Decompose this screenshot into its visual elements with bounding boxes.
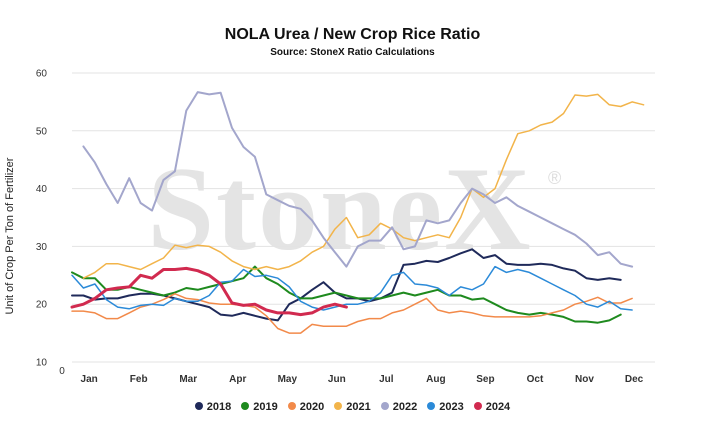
legend-marker-icon [241,402,250,410]
legend-marker-icon [427,402,436,410]
legend-marker-icon [380,402,389,410]
legend-item-2024[interactable]: 2024 [473,401,511,413]
y-tick-label: 10 [36,358,48,369]
legend-label: 2024 [485,401,511,413]
x-tick-label-jul: Jul [379,374,394,385]
legend-label: 2023 [439,401,464,413]
y-tick-label: 20 [36,300,48,311]
legend-item-2021[interactable]: 2021 [334,401,371,413]
x-tick-label-mar: Mar [179,374,197,385]
legend-marker-icon [194,402,203,410]
legend-label: 2021 [346,401,371,413]
x-tick-label-jun: Jun [328,374,346,385]
legend-item-2020[interactable]: 2020 [287,401,325,413]
x-tick-label-may: May [278,374,298,385]
legend-item-2018[interactable]: 2018 [194,401,232,413]
legend-label: 2020 [299,401,325,413]
legend: 2018 2019 2020 2021 2022 2023 2024 [0,401,705,413]
y-tick-label: 30 [36,242,48,253]
legend-label: 2022 [392,401,418,413]
legend-marker-icon [473,402,482,410]
chart-title: NOLA Urea / New Crop Rice Ratio [224,26,481,43]
legend-item-2023[interactable]: 2023 [427,401,464,413]
legend-item-2019[interactable]: 2019 [241,401,278,413]
legend-marker-icon [334,402,343,410]
y-tick-label: 50 [36,126,48,137]
x-tick-label-aug: Aug [426,374,445,385]
legend-label: 2019 [253,401,278,413]
series-line-2020 [71,293,633,334]
y-tick-label: 40 [36,184,48,195]
series-line-2023 [71,265,633,311]
x-tick-label-jan: Jan [81,374,98,385]
series-line-2018 [71,248,622,322]
series-line-2019 [71,265,622,324]
y-tick-label: 60 [36,69,48,80]
y-tick-labels: 10 20 30 40 50 60 [36,69,48,369]
watermark-logo: StoneX [147,142,533,275]
x-origin-label: 0 [59,366,65,377]
grid-lines [72,72,655,363]
x-tick-label-oct: Oct [527,374,544,385]
chart-subtitle: Source: StoneX Ratio Calculations [270,47,435,58]
x-tick-labels: 0 Jan Feb Mar Apr May Jun Jul Aug Sep Oct Nov Dec [59,366,643,385]
x-tick-label-nov: Nov [575,374,594,385]
x-tick-label-sep: Sep [476,374,494,385]
series-lines [70,91,645,334]
legend-item-2022[interactable]: 2022 [380,401,418,413]
registered-mark-icon: ® [548,168,562,188]
x-tick-label-dec: Dec [625,374,644,385]
series-line-2021 [82,93,645,279]
x-tick-label-feb: Feb [130,374,148,385]
legend-marker-icon [287,402,296,410]
legend-label: 2018 [206,401,232,413]
series-line-2022 [82,91,634,268]
x-tick-label-apr: Apr [229,374,246,385]
series-line-2024 [70,266,348,317]
